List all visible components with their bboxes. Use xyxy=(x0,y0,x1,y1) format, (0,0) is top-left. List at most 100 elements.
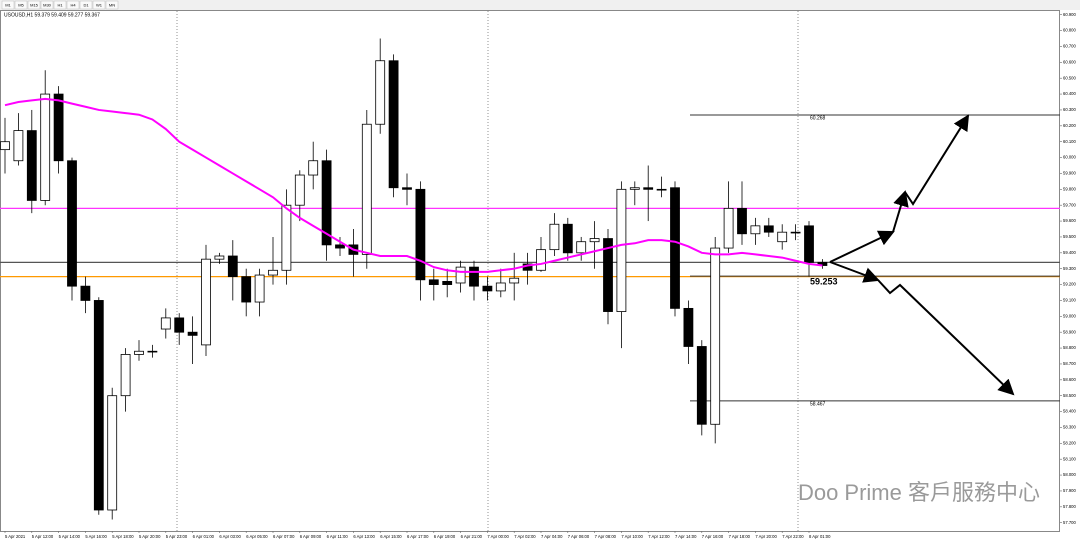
candle-body xyxy=(670,187,680,309)
candle-body xyxy=(361,123,372,255)
tab-label: W1 xyxy=(96,3,103,8)
x-tick-label: 5 Apr 20:00 xyxy=(139,534,161,539)
x-tick-label: 5 Apr 14:00 xyxy=(59,534,81,539)
x-tick-label: 6 Apr 09:00 xyxy=(300,534,322,539)
candle-body xyxy=(67,160,77,287)
y-tick-label: 58.300 xyxy=(1063,425,1076,430)
candle-body xyxy=(174,317,185,333)
candle-body xyxy=(402,187,412,190)
tab[interactable] xyxy=(79,0,93,10)
y-tick-label: 59.400 xyxy=(1063,250,1076,255)
candle-body xyxy=(415,188,426,281)
arrow xyxy=(877,279,1015,396)
arrow xyxy=(892,190,909,233)
y-tick-label: 59.600 xyxy=(1063,218,1076,223)
y-tick-label: 60.400 xyxy=(1063,91,1076,96)
candle-body xyxy=(763,225,774,233)
plot: 57.700 57.800 57.900 58.000 58.100 58.200 58.3… xyxy=(0,12,1076,539)
x-tick-label: 5 Apr 18:00 xyxy=(112,534,134,539)
level-label: 60.268 xyxy=(810,115,826,121)
candle-body xyxy=(375,60,386,125)
candle-body xyxy=(656,188,667,191)
candle-body xyxy=(536,249,546,271)
tab[interactable] xyxy=(92,0,106,10)
candle-body xyxy=(40,93,51,201)
y-tick-label: 58.800 xyxy=(1063,345,1076,350)
candle-body xyxy=(388,60,399,189)
x-tick-label: 7 Apr 10:00 xyxy=(621,534,643,539)
candle-body xyxy=(294,174,305,206)
candle-body xyxy=(281,204,292,271)
x-tick-label: 6 Apr 15:00 xyxy=(380,534,402,539)
tab-label: M5 xyxy=(18,3,24,8)
x-tick-label: 6 Apr 11:00 xyxy=(327,534,349,539)
x-tick-label: 6 Apr 07:00 xyxy=(273,534,295,539)
candle-body xyxy=(147,350,158,353)
tab-label: MN xyxy=(109,3,115,8)
scenario-arrows xyxy=(829,114,1015,396)
candle-body xyxy=(308,160,319,176)
y-tick-label: 58.100 xyxy=(1063,456,1076,461)
y-tick-label: 58.900 xyxy=(1063,329,1076,334)
candle-body xyxy=(80,285,91,301)
candle-body xyxy=(562,223,573,254)
tab[interactable] xyxy=(53,0,67,10)
candle-body xyxy=(227,255,238,278)
y-tick-label: 60.100 xyxy=(1063,139,1076,144)
candle-body xyxy=(750,225,761,235)
candle-body xyxy=(13,130,24,162)
tab[interactable] xyxy=(105,0,119,10)
x-tick-label: 7 Apr 20:00 xyxy=(755,534,777,539)
tab[interactable] xyxy=(27,0,41,10)
candle-body xyxy=(482,285,493,292)
candle-body xyxy=(495,282,506,292)
candle-body xyxy=(160,317,171,330)
y-tick-label: 58.500 xyxy=(1063,393,1076,398)
arrow xyxy=(904,114,970,206)
tab-label: H1 xyxy=(57,3,63,8)
toolbar xyxy=(0,0,1080,10)
candle-body xyxy=(93,300,104,511)
candle-body xyxy=(26,130,37,201)
candle-body xyxy=(214,255,225,260)
candle-body xyxy=(710,247,721,425)
y-tick-label: 59.000 xyxy=(1063,313,1076,318)
tab[interactable] xyxy=(40,0,54,10)
candle-body xyxy=(549,223,560,251)
y-tick-label: 60.600 xyxy=(1063,59,1076,64)
x-tick-label: 7 Apr 02:00 xyxy=(514,534,536,539)
x-tick-label: 8 Apr 01:00 xyxy=(809,534,831,539)
candle-body xyxy=(603,238,613,312)
tab[interactable] xyxy=(66,0,80,10)
y-tick-label: 59.700 xyxy=(1063,202,1076,207)
y-tick-label: 59.100 xyxy=(1063,298,1076,303)
candle-body xyxy=(53,93,64,162)
tab-label: H4 xyxy=(70,3,76,8)
tab[interactable] xyxy=(1,0,15,10)
tab[interactable] xyxy=(14,0,28,10)
candle-body xyxy=(629,187,640,190)
y-tick-label: 60.000 xyxy=(1063,155,1076,160)
x-tick-label: 6 Apr 13:00 xyxy=(353,534,375,539)
x-tick-label: 6 Apr 17:00 xyxy=(407,534,429,539)
x-tick-label: 7 Apr 12:00 xyxy=(648,534,670,539)
y-tick-label: 58.600 xyxy=(1063,377,1076,382)
y-tick-label: 59.200 xyxy=(1063,282,1076,287)
candle-body xyxy=(616,188,627,312)
candle-body xyxy=(134,350,144,355)
x-tick-label: 7 Apr 18:00 xyxy=(729,534,751,539)
level-label: 58.467 xyxy=(810,401,826,407)
x-tick-label: 5 Apr 12:00 xyxy=(32,534,54,539)
tab-label: D1 xyxy=(83,3,89,8)
symbol-info: USOUSD,H1 59.379 59.409 59.277 59.367 xyxy=(4,12,100,18)
candle-body xyxy=(723,207,734,249)
y-tick-label: 60.700 xyxy=(1063,44,1076,49)
candle-body xyxy=(777,231,788,243)
x-tick-label: 6 Apr 05:00 xyxy=(246,534,268,539)
candle-body xyxy=(683,307,694,347)
y-tick-label: 58.000 xyxy=(1063,472,1076,477)
tab-label: M15 xyxy=(30,3,39,8)
candle-body xyxy=(589,238,600,243)
